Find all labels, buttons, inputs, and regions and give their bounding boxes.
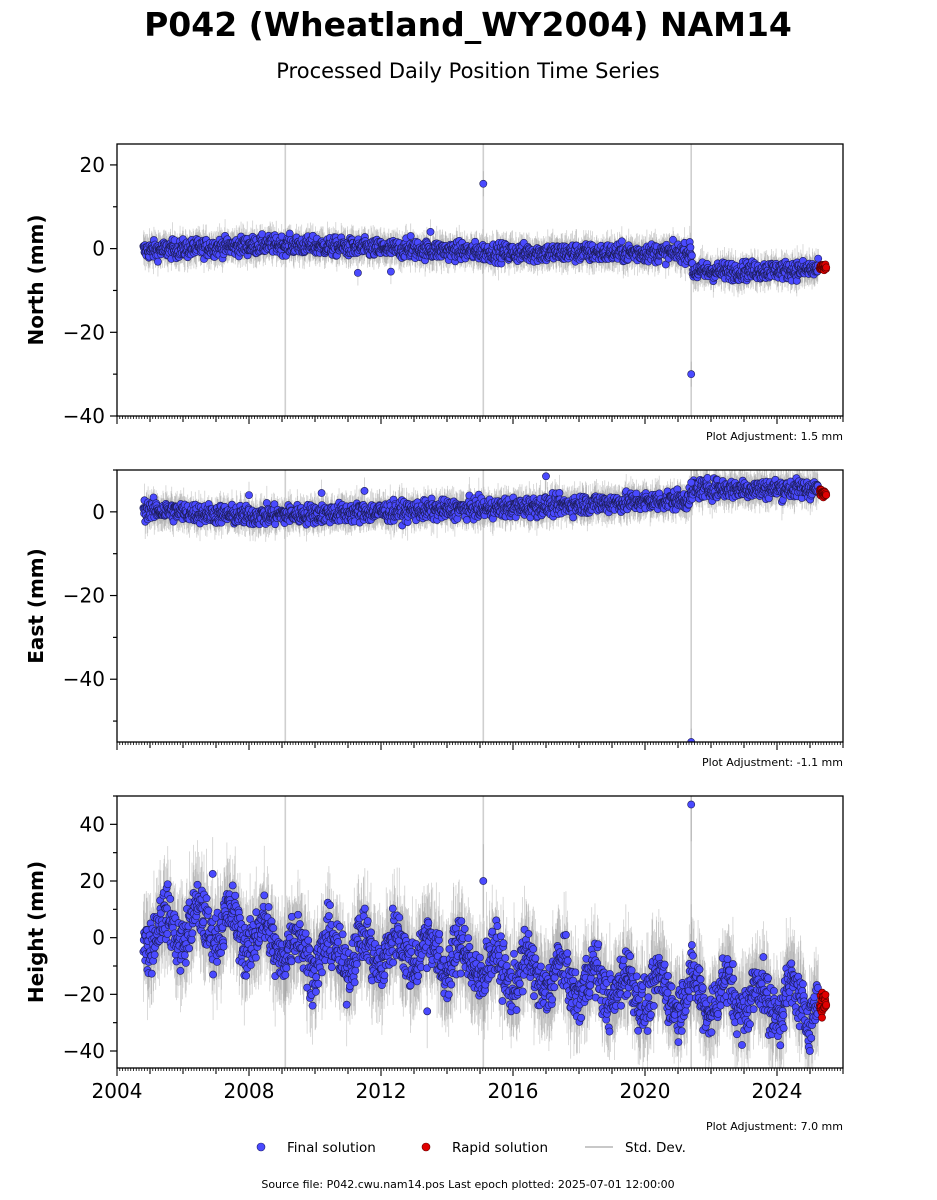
y-tick-label: −20: [63, 320, 105, 344]
final-point-outlier: [406, 232, 415, 240]
panels: −40 −20 0 20 North (mm) Plot Adjustment: 1.5 …: [24, 143, 844, 1133]
panel-north: −40 −20 0 20 North (mm) Plot Adjustment: 1.5 …: [24, 143, 844, 443]
y-tick-label: 0: [92, 237, 105, 261]
y-tick-label: −40: [63, 404, 105, 428]
final-point-outlier: [426, 227, 435, 236]
final-point: [154, 257, 162, 266]
figure-title: P042 (Wheatland_WY2004) NAM14: [144, 5, 792, 44]
final-point: [814, 254, 823, 263]
final-point: [617, 237, 626, 246]
rapid-point: [822, 263, 831, 272]
plot-area: [139, 144, 831, 416]
plot-adjustment-note: Plot Adjustment: 1.5 mm: [706, 430, 843, 443]
final-solution-points: [139, 179, 823, 379]
figure-subtitle: Processed Daily Position Time Series: [276, 59, 660, 83]
final-point: [669, 235, 677, 244]
final-point-outlier: [479, 179, 488, 188]
plot-area: [139, 470, 831, 742]
y-axis-label: North (mm): [24, 214, 48, 345]
final-point: [687, 251, 696, 260]
final-point-outlier: [386, 267, 395, 276]
final-point-outlier: [687, 370, 696, 379]
final-point: [285, 229, 294, 238]
final-point-outlier: [353, 268, 362, 277]
rapid-solution-points: [816, 260, 831, 275]
y-tick-label: 20: [80, 153, 105, 177]
final-point: [686, 243, 695, 252]
